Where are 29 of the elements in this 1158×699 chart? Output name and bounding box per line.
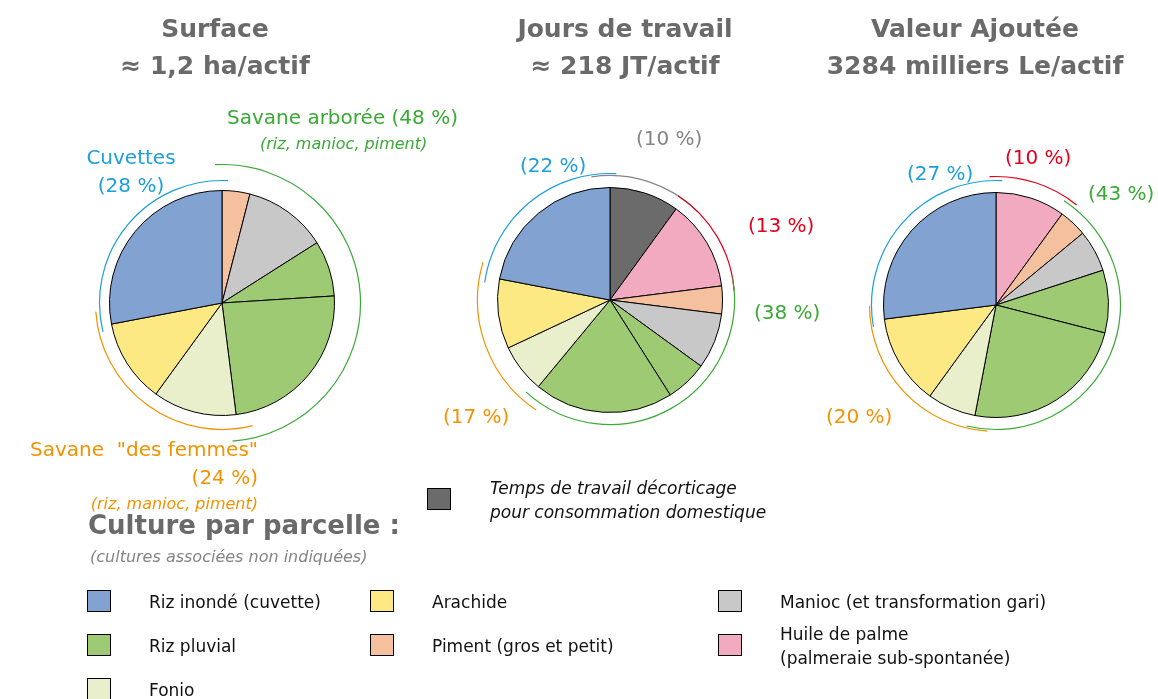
- text: (43 %): [1088, 180, 1155, 207]
- legend-label: Arachide: [432, 591, 508, 614]
- legend-label: Piment (gros et petit): [432, 635, 614, 658]
- chart-subtitle: 3284 milliers Le/actif: [825, 50, 1125, 82]
- legend-label: Riz pluvial: [149, 635, 237, 658]
- legend-label: Fonio: [149, 679, 195, 699]
- text: (17 %): [443, 403, 510, 430]
- legend-label: Huile de palme (palmeraie sub-spontanée): [780, 623, 1011, 670]
- chart-subtitle: ≈ 1,2 ha/actif: [119, 50, 311, 82]
- chart-title: Jours de travail: [515, 13, 734, 45]
- text: (22 %): [520, 152, 587, 179]
- text: Savane "des femmes" (24 %): [30, 436, 258, 491]
- chart-subtitle: ≈ 218 JT/actif: [529, 50, 721, 82]
- chart-title: Valeur Ajoutée: [870, 13, 1080, 45]
- legend-label: Manioc (et transformation gari): [780, 591, 1047, 614]
- text: Cuvettes (28 %): [85, 144, 177, 199]
- text: (riz, manioc, piment): [90, 493, 258, 514]
- legend-label: Temps de travail décorticage pour consommation domestique: [490, 477, 767, 524]
- text: (10 %): [636, 125, 703, 152]
- text: (13 %): [748, 212, 815, 239]
- text: (38 %): [754, 299, 821, 326]
- text: (20 %): [826, 403, 893, 430]
- text: (10 %): [1005, 144, 1072, 171]
- text: Savane arborée (48 %): [227, 104, 458, 131]
- text: (cultures associées non indiquées): [90, 546, 368, 568]
- chart-title: Surface: [160, 13, 270, 45]
- legend-label: Riz inondé (cuvette): [149, 591, 321, 614]
- text: (riz, manioc, piment): [260, 133, 428, 155]
- text: (27 %): [907, 160, 974, 187]
